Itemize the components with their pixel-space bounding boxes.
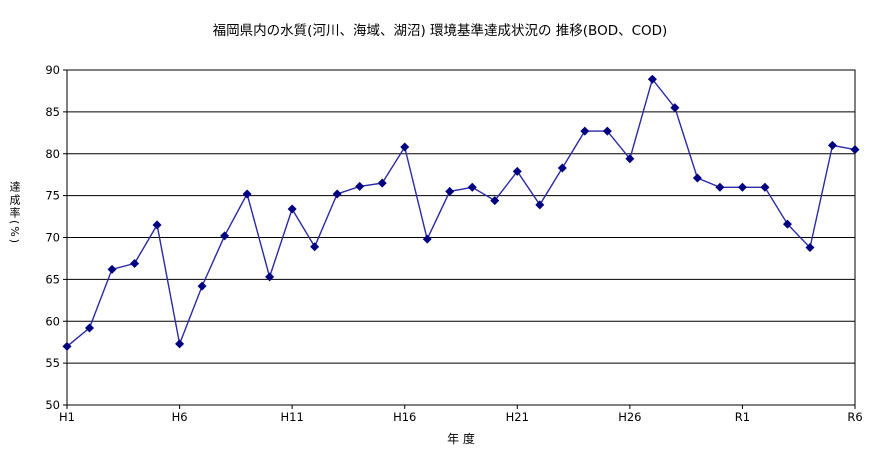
x-tick-label: R6 (847, 410, 862, 424)
data-point-marker (445, 186, 455, 196)
y-tick-label: 90 (45, 63, 60, 77)
y-tick-label: 80 (45, 147, 60, 161)
y-tick-label: 65 (45, 272, 60, 286)
data-point-marker (130, 258, 140, 268)
data-point-marker (220, 231, 230, 241)
x-tick-label: R1 (735, 410, 750, 424)
y-tick-label: 85 (45, 105, 60, 119)
x-axis-title: 年 度 (447, 432, 475, 446)
data-point-marker (85, 323, 95, 333)
data-point-marker (850, 145, 860, 155)
data-point-marker (400, 142, 410, 152)
data-point-marker (715, 182, 725, 192)
data-point-marker (242, 189, 252, 199)
data-point-marker (760, 182, 770, 192)
data-point-marker (467, 182, 477, 192)
y-tick-label: 50 (45, 398, 60, 412)
data-point-marker (422, 234, 432, 244)
data-point-marker (805, 243, 815, 253)
data-point-marker (692, 173, 702, 183)
x-tick-label: H26 (618, 410, 641, 424)
chart-title: 福岡県内の水質(河川、海域、湖沼) 環境基準達成状況の 推移(BOD、COD) (212, 23, 668, 39)
data-point-marker (512, 166, 522, 176)
data-point-marker (377, 178, 387, 188)
data-point-marker (625, 154, 635, 164)
data-point-marker (782, 219, 792, 229)
x-tick-label: H1 (59, 410, 75, 424)
data-point-marker (737, 182, 747, 192)
data-point-marker (310, 242, 320, 252)
data-point-marker (62, 341, 72, 351)
data-point-marker (287, 204, 297, 214)
data-point-marker (602, 126, 612, 136)
data-point-marker (490, 196, 500, 206)
data-point-marker (107, 264, 117, 274)
plot-border (66, 69, 856, 406)
data-point-marker (557, 163, 567, 173)
data-point-marker (580, 126, 590, 136)
x-tick-label: H6 (172, 410, 188, 424)
series-line (66, 77, 856, 347)
data-point-marker (355, 181, 365, 191)
data-point-marker (827, 140, 837, 150)
y-tick-label: 55 (45, 356, 60, 370)
x-tick-label: H16 (393, 410, 416, 424)
y-tick-label: 70 (45, 231, 60, 245)
data-point-marker (670, 103, 680, 113)
data-point-marker (175, 339, 185, 349)
data-point-marker (535, 200, 545, 210)
data-point-marker (197, 281, 207, 291)
data-point-marker (265, 272, 275, 282)
y-tick-label: 60 (45, 314, 60, 328)
y-tick-label: 75 (45, 189, 60, 203)
data-point-marker (332, 189, 342, 199)
data-point-marker (647, 74, 657, 84)
x-tick-label: H21 (506, 410, 529, 424)
data-point-marker (152, 220, 162, 230)
y-axis-title: 達成率(%) (8, 181, 21, 246)
x-tick-label: H11 (281, 410, 304, 424)
